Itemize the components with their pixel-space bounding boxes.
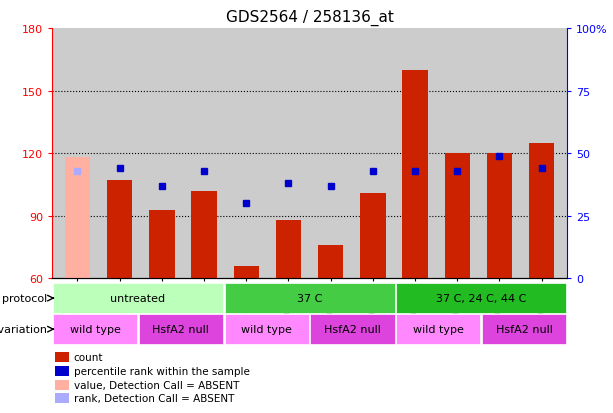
Bar: [55, 366, 69, 376]
Bar: [310, 315, 395, 344]
Bar: [224, 315, 309, 344]
Bar: [224, 283, 395, 313]
Bar: [444, 154, 470, 279]
Bar: [396, 283, 566, 313]
Bar: [396, 315, 481, 344]
Bar: [191, 191, 217, 279]
Text: 37 C, 24 C, 44 C: 37 C, 24 C, 44 C: [436, 293, 527, 304]
Bar: [53, 283, 223, 313]
Text: count: count: [74, 352, 103, 363]
Text: HsfA2 null: HsfA2 null: [496, 324, 552, 335]
Bar: [53, 315, 137, 344]
Text: protocol: protocol: [2, 293, 47, 304]
Bar: [65, 158, 90, 279]
Bar: [149, 210, 175, 279]
Text: HsfA2 null: HsfA2 null: [324, 324, 381, 335]
Text: percentile rank within the sample: percentile rank within the sample: [74, 366, 249, 376]
Bar: [107, 181, 132, 279]
Bar: [139, 315, 223, 344]
Text: wild type: wild type: [242, 324, 292, 335]
Text: rank, Detection Call = ABSENT: rank, Detection Call = ABSENT: [74, 393, 234, 404]
Bar: [482, 315, 566, 344]
Bar: [276, 221, 301, 279]
Text: untreated: untreated: [110, 293, 166, 304]
Text: wild type: wild type: [70, 324, 120, 335]
Bar: [55, 352, 69, 363]
Bar: [318, 245, 343, 279]
Text: HsfA2 null: HsfA2 null: [153, 324, 209, 335]
Bar: [55, 393, 69, 403]
Text: value, Detection Call = ABSENT: value, Detection Call = ABSENT: [74, 380, 239, 390]
Bar: [487, 154, 512, 279]
Bar: [402, 71, 428, 279]
Bar: [55, 380, 69, 390]
Text: 37 C: 37 C: [297, 293, 322, 304]
Bar: [234, 266, 259, 279]
Title: GDS2564 / 258136_at: GDS2564 / 258136_at: [226, 10, 394, 26]
Text: genotype/variation: genotype/variation: [0, 324, 47, 335]
Text: wild type: wild type: [413, 324, 463, 335]
Bar: [360, 193, 386, 279]
Bar: [529, 143, 554, 279]
